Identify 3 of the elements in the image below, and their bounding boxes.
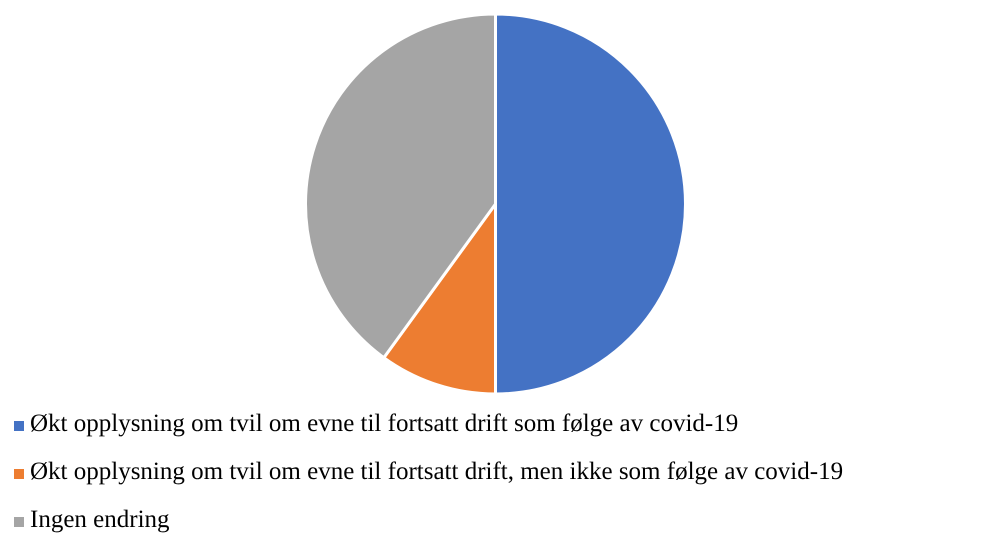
legend-label: Økt opplysning om tvil om evne til fortsatt drift, men ikke som følge av covid-19 [30,458,844,485]
legend-label: Ingen endring [30,506,170,533]
legend-label: Økt opplysning om tvil om evne til fortsatt drift som følge av covid-19 [30,410,738,437]
